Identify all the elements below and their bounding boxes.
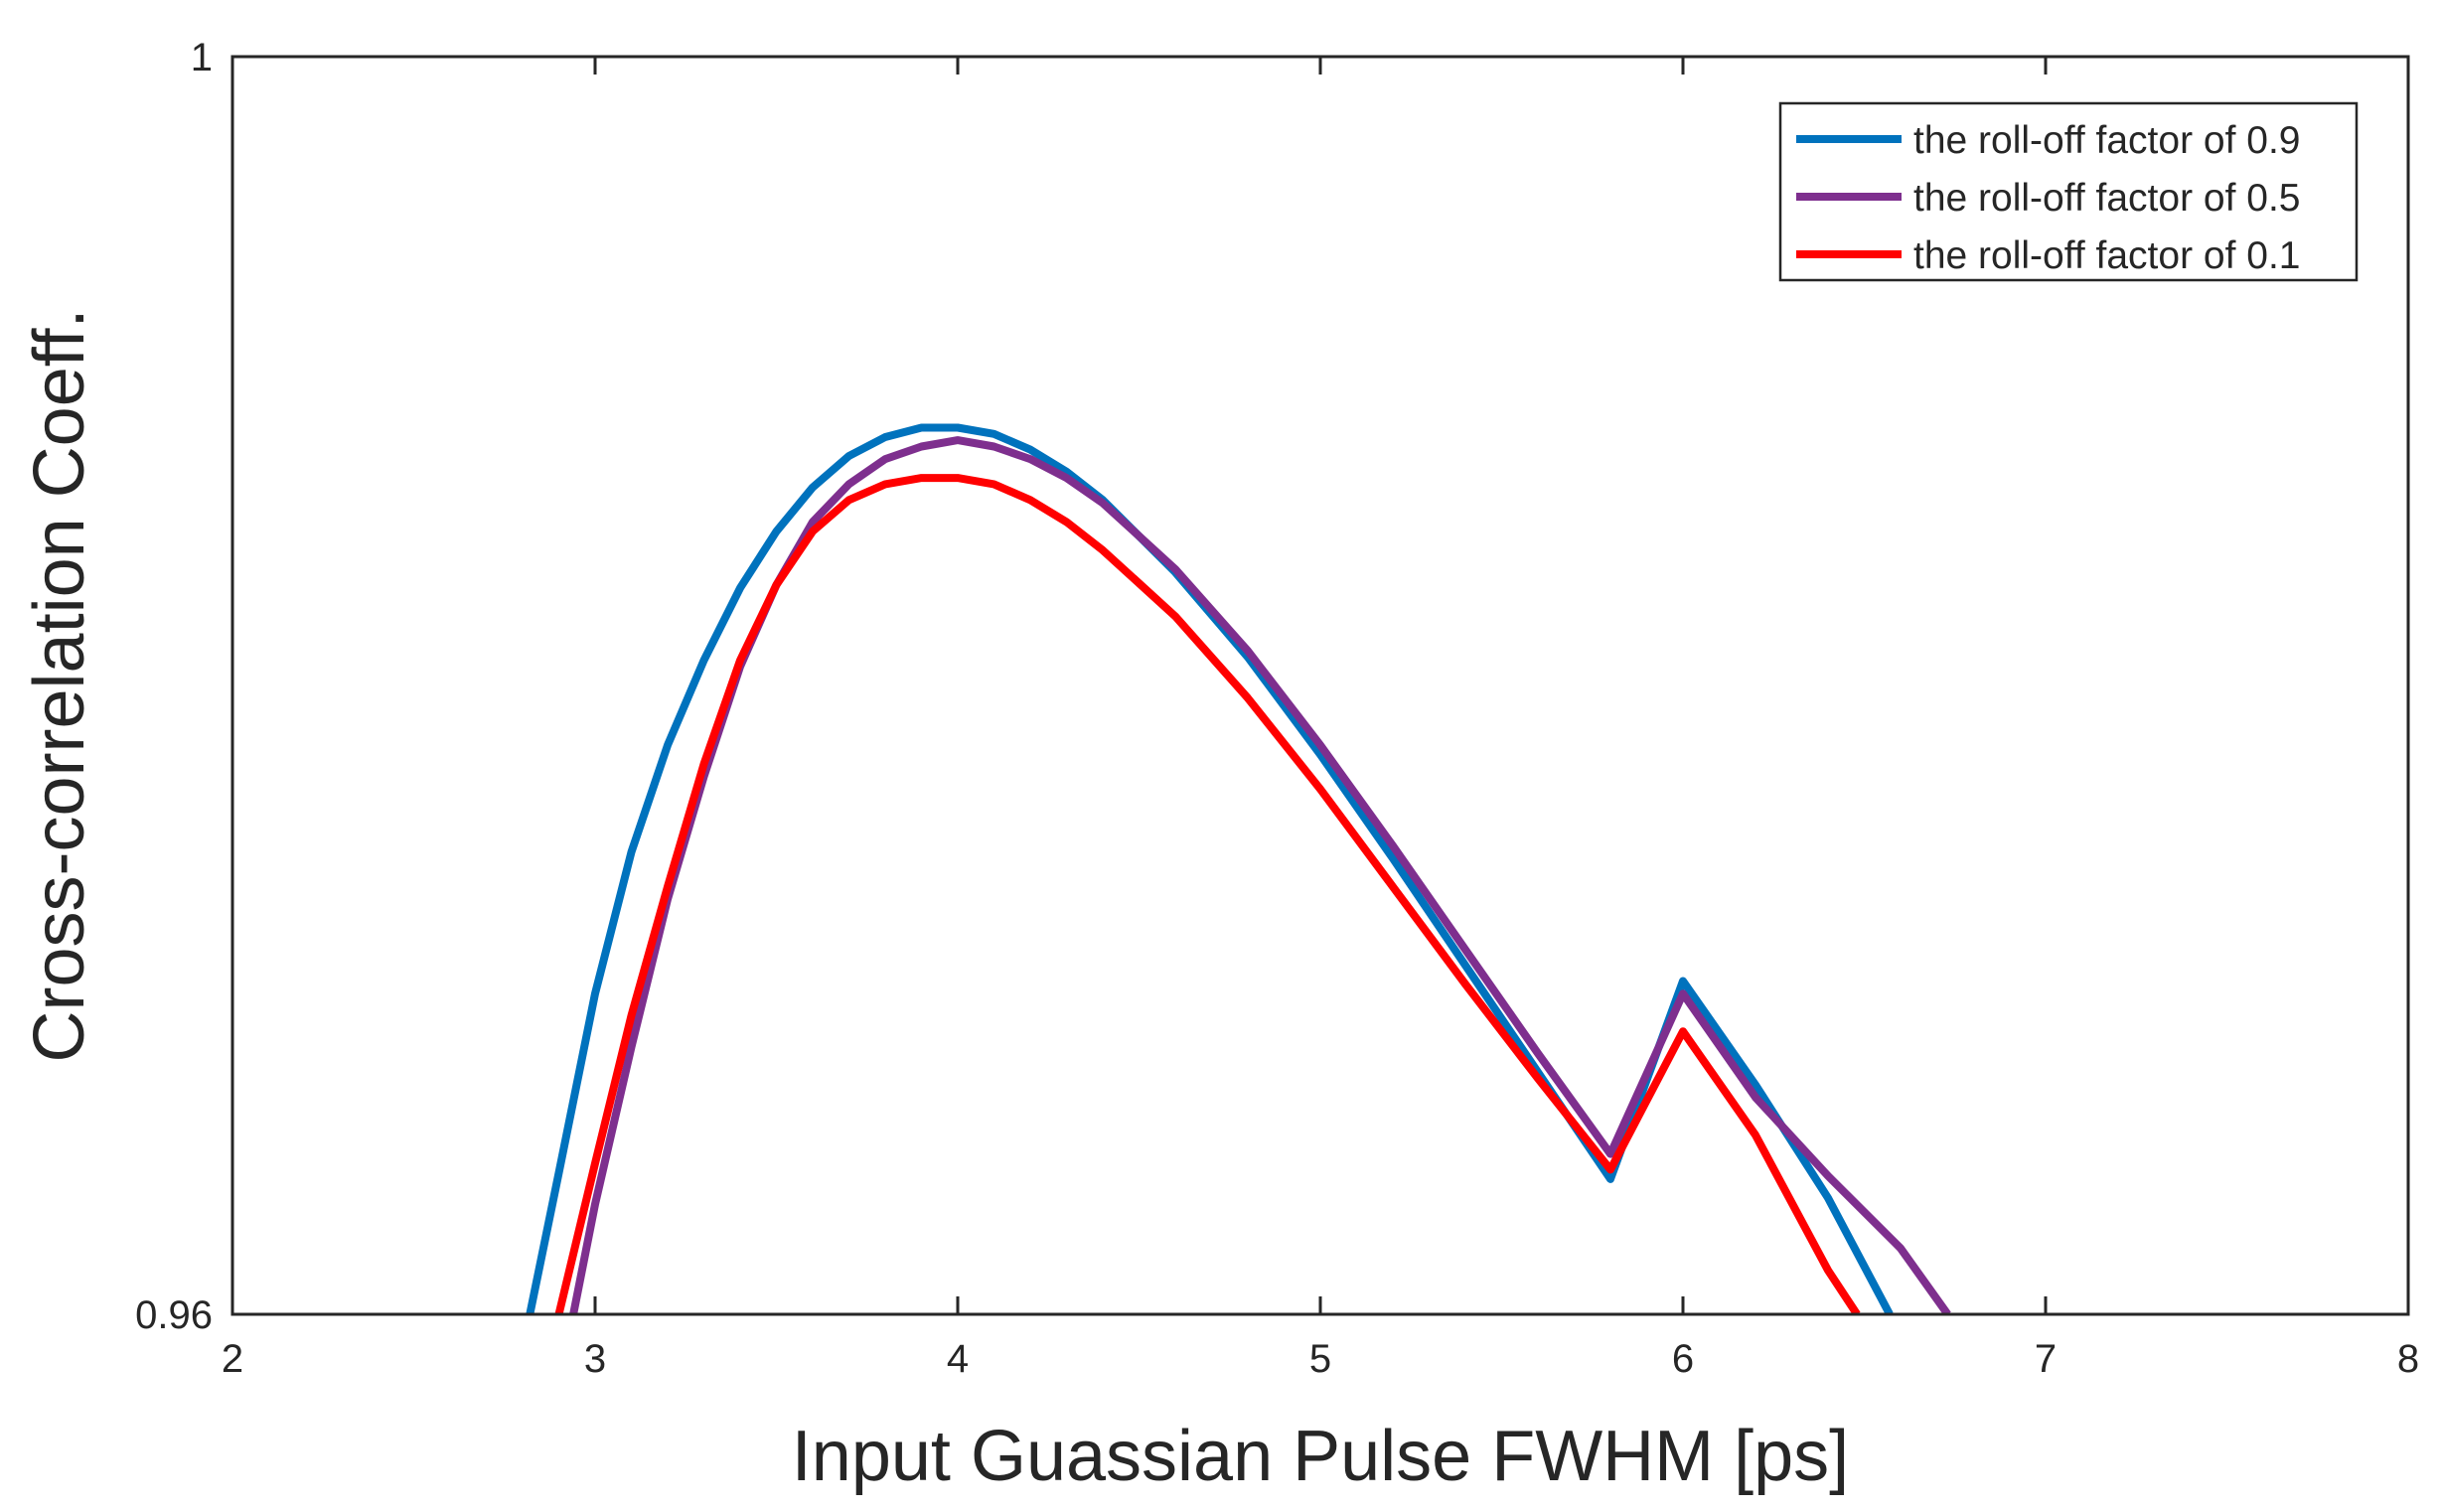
x-tick-label: 6 — [1672, 1337, 1694, 1381]
x-tick-label: 8 — [2397, 1337, 2419, 1381]
legend: the roll-off factor of 0.9 the roll-off f… — [1778, 101, 2359, 282]
legend-box — [1778, 101, 2359, 282]
legend-label-3: the roll-off factor of 0.1 — [1913, 234, 2301, 277]
x-tick-label: 2 — [222, 1337, 243, 1381]
x-tick-label: 3 — [584, 1337, 606, 1381]
x-tick-label: 7 — [2035, 1337, 2057, 1381]
series-line-3 — [554, 474, 1861, 1314]
x-axis-title: Input Guassian Pulse FWHM [ps] — [792, 1417, 1849, 1496]
series-layer — [526, 423, 1951, 1314]
legend-label-2: the roll-off factor of 0.5 — [1913, 177, 2301, 220]
y-tick-label: 1 — [191, 36, 213, 79]
y-tick-label: 0.96 — [135, 1293, 213, 1337]
tick-layer: 2 3 4 5 6 7 8 0.96 1 — [135, 36, 2419, 1381]
x-tick-label: 5 — [1309, 1337, 1331, 1381]
x-tick-label: 4 — [947, 1337, 969, 1381]
y-axis-title: Cross-correlation Coeff. — [20, 309, 99, 1063]
legend-label-1: the roll-off factor of 0.9 — [1913, 119, 2301, 162]
